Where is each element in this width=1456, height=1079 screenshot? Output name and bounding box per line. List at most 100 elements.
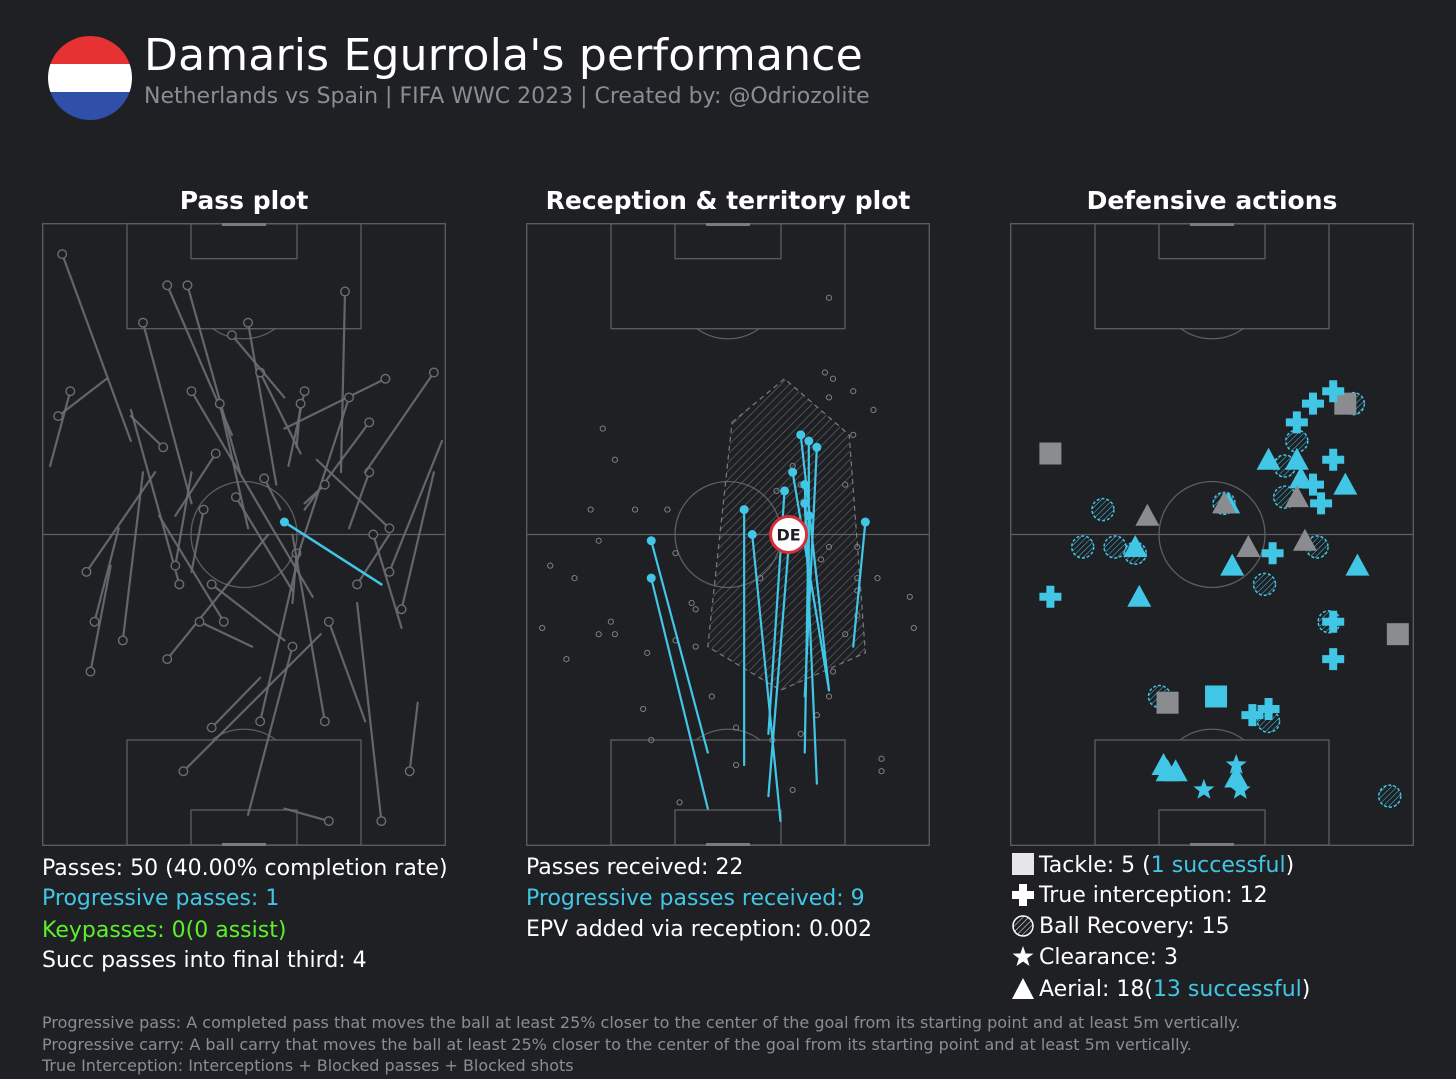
pass-origin-marker <box>344 392 355 403</box>
pass-origin-marker <box>182 280 193 291</box>
centre-circle <box>1158 480 1266 589</box>
interception-marker <box>1302 473 1324 496</box>
reception-point <box>850 431 857 438</box>
progressive-reception-end <box>646 573 656 583</box>
player-initials-label: DE <box>776 526 800 545</box>
reception-point <box>906 593 913 600</box>
unsuccessful-pass-line <box>259 545 302 723</box>
progressive-reception-end <box>860 517 870 527</box>
aerial-marker <box>1333 472 1358 495</box>
reception-point <box>587 506 594 513</box>
reception-point <box>676 799 683 806</box>
pass-origin-marker <box>295 398 306 409</box>
unsuccessful-pass-line <box>327 620 367 723</box>
pass-origin-marker <box>380 373 391 384</box>
pass-origin-marker <box>186 386 197 397</box>
clearance-marker <box>1193 778 1215 799</box>
progressive-pass-line <box>283 520 383 586</box>
unsuccessful-pass-line <box>315 458 391 530</box>
reception-point <box>825 394 833 401</box>
pass-origin-marker <box>323 616 334 627</box>
pass-origin-marker <box>226 330 237 341</box>
aerial-marker <box>1292 528 1317 551</box>
pass-plot-pitch <box>42 223 446 846</box>
unsuccessful-pass-line <box>166 533 270 661</box>
unsuccessful-pass-line <box>364 371 435 474</box>
aerial-marker <box>1345 553 1370 576</box>
interception-marker <box>1241 704 1264 727</box>
reception-point <box>825 543 833 551</box>
reception-point <box>692 643 699 650</box>
unsuccessful-pass-line <box>246 645 294 816</box>
reception-point <box>631 506 639 513</box>
reception-point <box>664 506 671 513</box>
footnote-true-interception: True Interception: Interceptions + Block… <box>42 1056 574 1075</box>
unsuccessful-pass-line <box>61 253 132 443</box>
interception-marker <box>1310 492 1333 515</box>
reception-point <box>850 388 857 395</box>
pass-origin-marker <box>178 766 189 777</box>
unsuccessful-pass-line <box>174 471 193 567</box>
interception-marker <box>1322 648 1345 671</box>
pass-origin-marker <box>137 317 148 328</box>
unsuccessful-pass-line <box>291 552 298 605</box>
pass-origin-marker <box>194 616 205 627</box>
triangle-legend-icon <box>1012 978 1034 999</box>
recovery-marker <box>1103 535 1127 559</box>
aerial-marker <box>1224 765 1249 788</box>
reception-point <box>708 693 715 700</box>
pass-origin-marker <box>218 616 229 627</box>
unsuccessful-pass-line <box>89 564 112 673</box>
reception-point <box>611 456 618 463</box>
reception-point <box>773 487 780 494</box>
epv-stat: EPV added via reception: 0.002 <box>526 917 872 942</box>
reception-point <box>539 624 546 632</box>
unsuccessful-pass-line <box>186 284 242 474</box>
reception-plot-pitch: DE <box>526 223 930 846</box>
reception-point <box>648 736 655 744</box>
aerial-marker <box>1163 759 1188 782</box>
progressive-reception-end <box>800 480 810 490</box>
unsuccessful-pass-line <box>190 390 314 598</box>
unsuccessful-pass-line <box>85 471 157 573</box>
passes-received-stat: Passes received: 22 <box>526 855 744 880</box>
interception-marker <box>1261 542 1284 565</box>
pass-origin-marker <box>162 654 173 665</box>
top-six-yard-box <box>674 223 782 260</box>
unsuccessful-pass-line <box>291 533 326 723</box>
interception-marker <box>1322 610 1345 633</box>
unsuccessful-pass-line <box>198 620 254 648</box>
bottom-penalty-box <box>126 739 362 846</box>
unsuccessful-pass-line <box>129 415 165 449</box>
top-penalty-arc <box>695 327 761 340</box>
page-subtitle: Netherlands vs Spain | FIFA WWC 2023 | C… <box>144 84 870 109</box>
unsuccessful-pass-line <box>388 439 444 573</box>
pass-origin-marker <box>117 635 128 646</box>
pitch-lines <box>1010 223 1414 846</box>
pass-origin-marker <box>162 280 173 291</box>
recovery-marker <box>1091 497 1115 522</box>
pass-origin-marker <box>259 473 270 484</box>
reception-point <box>644 649 651 656</box>
final-third-stat: Succ passes into final third: 4 <box>42 948 367 973</box>
reception-point <box>640 705 647 713</box>
progressive-reception-line <box>650 539 709 754</box>
aerial-marker <box>1127 584 1152 607</box>
bottom-penalty-box <box>610 739 846 846</box>
defensive-plot-title: Defensive actions <box>1086 186 1338 215</box>
unsuccessful-pass-line <box>263 477 282 511</box>
unsuccessful-pass-line <box>141 321 193 505</box>
pass-origin-marker <box>352 579 363 590</box>
recovery-marker <box>1070 535 1095 559</box>
pass-origin-marker <box>53 411 64 422</box>
unsuccessful-pass-line <box>48 390 72 468</box>
unsuccessful-pass-line <box>234 496 294 592</box>
aerial-marker <box>1236 534 1261 557</box>
unsuccessful-pass-line <box>129 408 181 586</box>
reception-point <box>599 425 606 432</box>
bottom-penalty-box <box>1094 739 1330 846</box>
aerial-marker <box>1135 503 1160 526</box>
progressive-reception-end <box>780 486 790 496</box>
reception-point <box>732 761 740 769</box>
pass-origin-marker <box>65 386 76 397</box>
